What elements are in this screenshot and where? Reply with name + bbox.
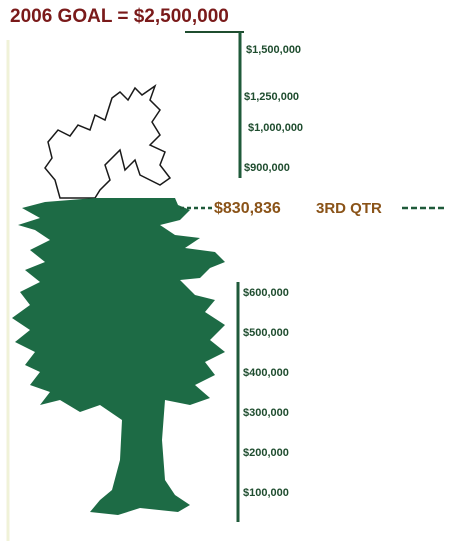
page: 2006 GOAL = $2,500,000 $1,500,000 $1,250,…: [0, 0, 450, 541]
marker-period: 3RD QTR: [316, 200, 382, 217]
title: 2006 GOAL = $2,500,000: [10, 6, 229, 27]
scale-label: $400,000: [243, 367, 289, 379]
scale-label: $100,000: [243, 487, 289, 499]
scale-label: $1,250,000: [244, 91, 299, 103]
scale-label: $1,000,000: [248, 122, 303, 134]
scale-label: $900,000: [244, 162, 290, 174]
scale-label: $200,000: [243, 447, 289, 459]
marker-amount: $830,836: [214, 200, 281, 217]
scale-label: $300,000: [243, 407, 289, 419]
scale-label: $1,500,000: [246, 44, 301, 56]
scale-label: $500,000: [243, 327, 289, 339]
scale-label: $600,000: [243, 287, 289, 299]
